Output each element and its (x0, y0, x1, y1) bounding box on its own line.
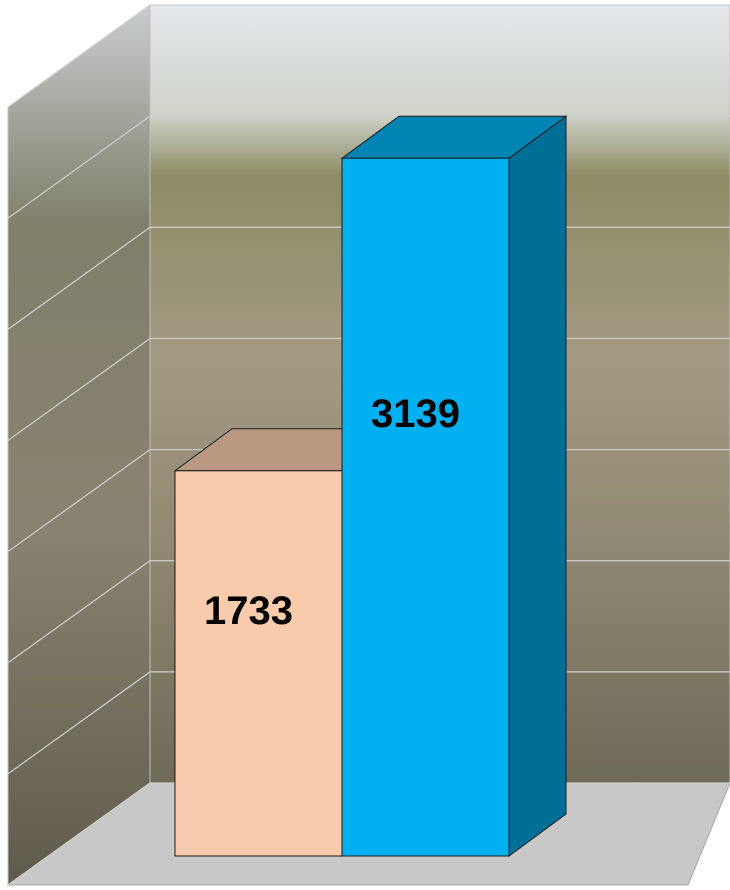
bar-side (509, 116, 566, 856)
data-label: 1733 (204, 589, 293, 633)
chart: 1733 3139 (0, 0, 730, 890)
bar (175, 471, 342, 856)
left-wall (8, 5, 150, 885)
bar (342, 158, 509, 856)
page: 17333139 (() => { const data = JSON.pars… (0, 0, 730, 890)
data-label: 3139 (371, 392, 460, 436)
